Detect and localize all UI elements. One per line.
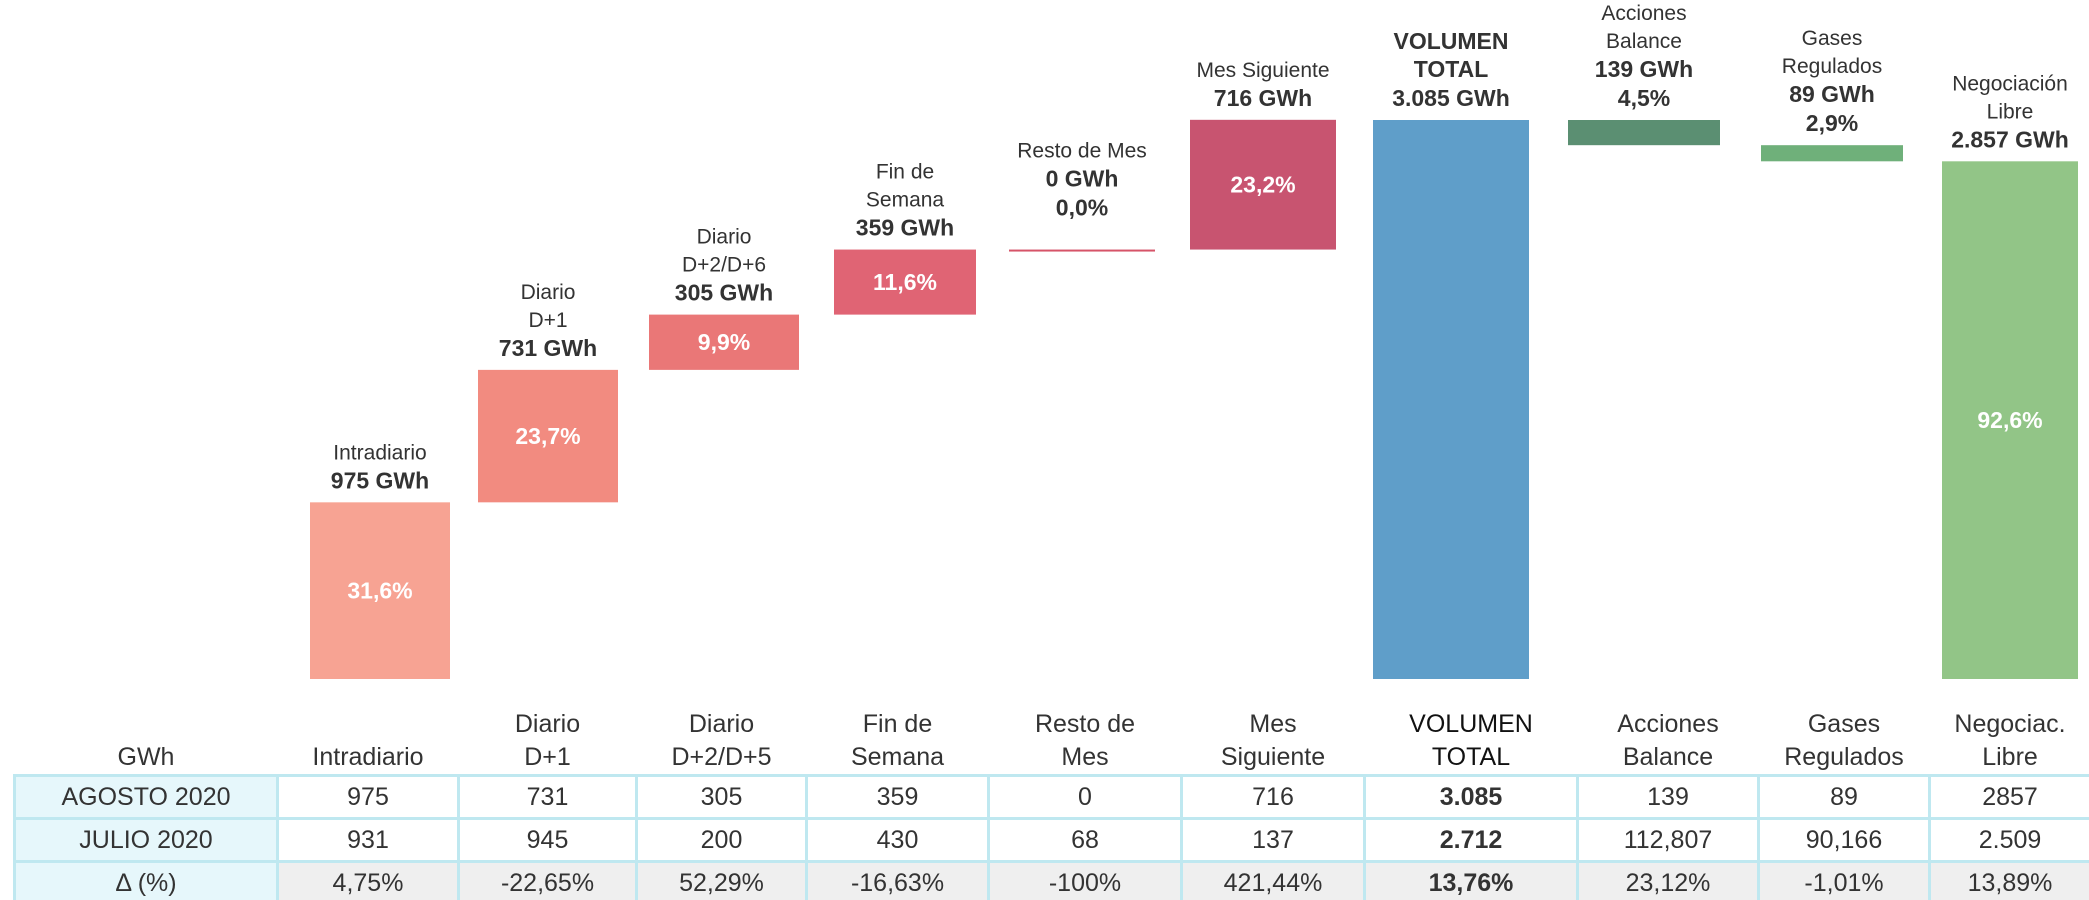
value-label: 975 GWh: [331, 467, 429, 493]
share-label: 11,6%: [873, 269, 937, 295]
share-label: 23,7%: [515, 423, 580, 449]
category-label: Diario D+2/D+6: [682, 226, 766, 277]
bar: [1009, 249, 1155, 252]
table-cell: 89: [1757, 774, 1931, 820]
table-row: AGOSTO 2020 975 731 305 359 0 716 3.085 139 89 285…: [13, 774, 2089, 820]
category-label: Mes Siguiente: [1196, 59, 1329, 82]
bar: [1190, 119, 1336, 250]
value-label: 89 GWh: [1789, 81, 1875, 107]
table-cell: 359: [805, 774, 990, 820]
bar: [478, 369, 618, 503]
share-label: 31,6%: [347, 578, 412, 604]
table-row: Δ (%) 4,75% -22,65% 52,29% -16,63% -100% 421,4…: [13, 860, 2089, 900]
table-cell: 137: [1180, 817, 1366, 863]
share-label: 9,9%: [698, 329, 750, 355]
share-label: 2,9%: [1806, 110, 1858, 136]
bar: [1942, 161, 2078, 679]
table-cell: 23,12%: [1576, 860, 1760, 900]
table-cell: Diario D+2/D+5: [636, 706, 807, 777]
value-label: 2.857 GWh: [1951, 126, 2069, 152]
table-row: JULIO 2020 931 945 200 430 68 137 2.712 112,807 9…: [13, 817, 2089, 863]
table-cell: Mes Siguiente: [1181, 706, 1365, 777]
table-cell: 90,166: [1757, 817, 1931, 863]
table-cell: 0: [987, 774, 1183, 820]
table-cell: 200: [635, 817, 808, 863]
table-cell: 975: [276, 774, 460, 820]
table-cell: 716: [1180, 774, 1366, 820]
table-cell: 421,44%: [1180, 860, 1366, 900]
category-label: Acciones Balance: [1601, 2, 1686, 53]
category-label: VOLUMEN TOTAL: [1394, 28, 1509, 82]
table-cell: 2.509: [1928, 817, 2089, 863]
share-label: 0,0%: [1056, 195, 1108, 221]
table-cell: GWh: [14, 706, 278, 777]
table-cell: Resto de Mes: [988, 706, 1182, 777]
share-label: 4,5%: [1618, 85, 1670, 111]
table-cell: 13,76%: [1363, 860, 1579, 900]
table-cell: Diario D+1: [458, 706, 637, 777]
table-cell: 68: [987, 817, 1183, 863]
table-cell: Acciones Balance: [1577, 706, 1759, 777]
table-cell: VOLUMEN TOTAL: [1364, 706, 1578, 777]
value-label: 139 GWh: [1595, 56, 1693, 82]
value-label: 716 GWh: [1214, 85, 1312, 111]
value-label: 0 GWh: [1046, 166, 1119, 192]
table-cell: 112,807: [1576, 817, 1760, 863]
value-label: 305 GWh: [675, 280, 773, 306]
table-cell: Gases Regulados: [1758, 706, 1930, 777]
share-label: 23,2%: [1230, 172, 1295, 198]
bar: [1568, 120, 1720, 146]
bar: [310, 502, 450, 679]
category-label: Gases Regulados: [1782, 27, 1882, 78]
table-cell: 3.085: [1363, 774, 1579, 820]
bar: [649, 314, 799, 370]
waterfall-chart: 31,6% 975 GWh Intradiario 23,7% 731 GWh Diari…: [310, 2, 2078, 679]
table-cell: 2.712: [1363, 817, 1579, 863]
table-cell: 139: [1576, 774, 1760, 820]
table-row: GWh Intradiario Diario D+1 Diario D+2/D+5 Fi…: [14, 706, 2089, 777]
table-cell: -16,63%: [805, 860, 990, 900]
table-cell: 4,75%: [276, 860, 460, 900]
share-label: 92,6%: [1977, 407, 2042, 433]
bar: [834, 249, 976, 315]
category-label: Diario D+1: [521, 281, 576, 332]
table-cell: JULIO 2020: [13, 817, 279, 863]
data-table: GWh Intradiario Diario D+1 Diario D+2/D+5 Fi…: [13, 706, 2089, 900]
table-cell: 931: [276, 817, 460, 863]
table-cell: Negociac. Libre: [1929, 706, 2089, 777]
table-cell: 430: [805, 817, 990, 863]
bar: [1761, 145, 1903, 162]
category-label: Negociación Libre: [1952, 72, 2068, 123]
table-cell: 945: [457, 817, 638, 863]
value-label: 3.085 GWh: [1392, 85, 1510, 111]
category-label: Fin de Semana: [866, 161, 945, 212]
table-cell: 731: [457, 774, 638, 820]
table-cell: 2857: [1928, 774, 2089, 820]
category-label: Resto de Mes: [1017, 140, 1147, 163]
category-label: Intradiario: [333, 441, 426, 464]
bar: [1373, 120, 1529, 679]
table-cell: Intradiario: [277, 706, 459, 777]
table-cell: Δ (%): [13, 860, 279, 900]
value-label: 359 GWh: [856, 215, 954, 241]
table-cell: Fin de Semana: [806, 706, 989, 777]
table-cell: 305: [635, 774, 808, 820]
table-cell: -1,01%: [1757, 860, 1931, 900]
table-cell: -100%: [987, 860, 1183, 900]
table-cell: -22,65%: [457, 860, 638, 900]
table-cell: 52,29%: [635, 860, 808, 900]
table-cell: AGOSTO 2020: [13, 774, 279, 820]
table-cell: 13,89%: [1928, 860, 2089, 900]
value-label: 731 GWh: [499, 335, 597, 361]
